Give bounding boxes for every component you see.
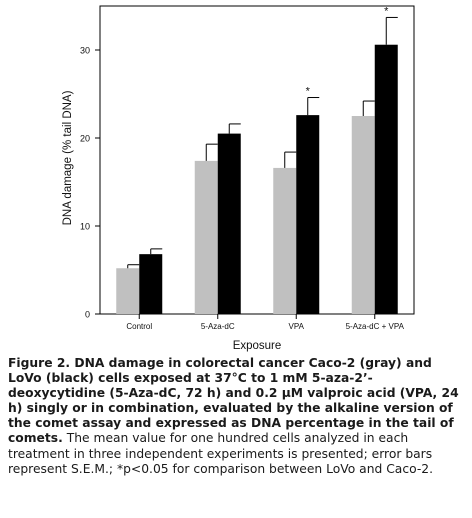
- caption-body: The mean value for one hundred cells ana…: [8, 431, 434, 476]
- x-tick-label: Control: [126, 322, 152, 331]
- x-tick-label: 5-Aza-dC: [201, 322, 235, 331]
- significance-asterisk: *: [306, 86, 311, 98]
- bar: [139, 254, 163, 314]
- bar: [116, 268, 140, 314]
- bar: [273, 167, 297, 314]
- figure-caption: Figure 2. DNA damage in colorectal cance…: [8, 356, 466, 477]
- error-bars: [127, 16, 398, 269]
- x-tick-label: 5-Aza-dC + VPA: [346, 322, 405, 331]
- x-tick-label: VPA: [289, 322, 305, 331]
- y-axis-label: DNA damage (% tail DNA): [62, 90, 74, 225]
- bar: [296, 115, 320, 315]
- bar: [351, 116, 375, 314]
- bar: [374, 44, 398, 314]
- x-axis: Control 5-Aza-dC VPA 5-Aza-dC + VPA: [126, 314, 405, 331]
- significance-markers: **: [306, 5, 390, 97]
- bar: [217, 133, 241, 314]
- y-tick-label: 30: [80, 46, 90, 56]
- bar-chart: 0 10 20 30 Control 5-Aza-dC VPA 5-Aza-dC + VPA…: [62, 5, 415, 352]
- bar: [194, 160, 218, 314]
- y-tick-label: 0: [85, 310, 90, 320]
- plot-frame: [99, 5, 415, 315]
- caption-bold: Figure 2. DNA damage in colorectal cance…: [8, 356, 459, 446]
- significance-asterisk: *: [384, 5, 389, 17]
- x-axis-label: Exposure: [233, 340, 282, 352]
- y-axis: 0 10 20 30: [80, 46, 100, 320]
- bar-series: [116, 44, 398, 315]
- y-tick-label: 20: [80, 134, 90, 144]
- plot-area: [99, 5, 415, 315]
- y-tick-label: 10: [80, 222, 90, 232]
